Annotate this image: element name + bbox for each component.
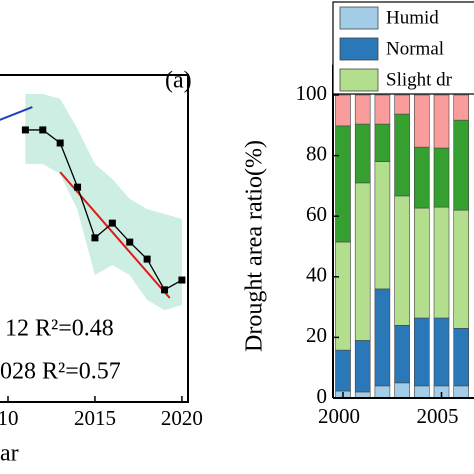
bar-segment [453, 328, 470, 387]
bar-segment [453, 209, 470, 329]
bar-segment [335, 94, 351, 127]
bar-segment [374, 94, 391, 125]
bar-segment [433, 94, 450, 149]
bar-segment [433, 206, 450, 319]
bar-segment [413, 94, 430, 148]
bar-segment [433, 147, 450, 208]
x-tick-label: 10 [0, 406, 18, 430]
bar-segment [433, 317, 450, 387]
y-tick-label: 80 [306, 141, 327, 165]
bar-segment [413, 207, 430, 319]
bar-segment [394, 382, 410, 399]
data-line [25, 129, 183, 291]
bar-segment [394, 94, 410, 115]
left-panel: 10 2015 2020 (a) 12 R²=0.48 028 R²=0.57 ar [0, 68, 203, 467]
data-point [39, 126, 47, 134]
bar-segment [453, 119, 470, 211]
trend-line [0, 106, 33, 121]
bar-segment [413, 385, 430, 399]
legend-swatch [339, 6, 379, 30]
right-panel: 2000 2005 0 20 40 60 80 100 Drought area ratio(%… [242, 1, 474, 428]
y-tick-label: 40 [306, 263, 327, 287]
bar-segment [335, 241, 351, 351]
bar-segment [374, 385, 391, 399]
legend-label: Normal [386, 38, 444, 59]
bar-segment [453, 385, 470, 399]
y-axis-label: Drought area ratio(%) [242, 140, 268, 352]
plot-frame [0, 74, 189, 403]
annotation: 028 R²=0.57 [0, 359, 121, 385]
bar-segment [394, 195, 410, 326]
annotation: (a) [165, 68, 192, 94]
bar-segment [394, 113, 410, 197]
bar-segment [374, 288, 391, 387]
legend-swatch [339, 37, 379, 61]
confidence-band [25, 93, 182, 311]
x-tick-label: 2005 [417, 404, 459, 428]
y-tick-label: 0 [317, 384, 328, 408]
x-tick-label: 2000 [318, 404, 360, 428]
bar-segment [354, 340, 371, 393]
data-point [21, 126, 29, 134]
y-tick-label: 60 [306, 202, 327, 226]
bar-segment [374, 161, 391, 290]
x-tick-label: 2015 [74, 406, 116, 430]
bar-segment [453, 94, 470, 121]
data-point [108, 219, 116, 227]
data-point [74, 183, 82, 191]
x-axis-label: ar [0, 441, 19, 467]
bar-segment [394, 324, 410, 384]
x-tick-label: 2020 [161, 406, 203, 430]
bar-segment [335, 125, 351, 243]
legend-label: Humid [386, 7, 439, 28]
legend-swatch [339, 68, 379, 92]
bar-segment [413, 317, 430, 387]
trend-line [59, 171, 171, 299]
data-point [91, 234, 99, 242]
data-point [56, 139, 64, 147]
bar-segment [354, 123, 371, 184]
y-tick-label: 20 [306, 323, 327, 347]
bar-segment [374, 123, 391, 162]
bar-segment [413, 146, 430, 209]
legend-label: Slight dr [386, 69, 453, 90]
bar-segment [335, 349, 351, 392]
data-point [126, 238, 134, 246]
bar-segment [354, 94, 371, 125]
data-point [143, 255, 151, 263]
bar-segment [354, 182, 371, 341]
annotation: 12 R²=0.48 [5, 316, 114, 342]
data-point [161, 286, 169, 294]
y-tick-label: 100 [296, 81, 328, 105]
data-point [178, 276, 186, 284]
